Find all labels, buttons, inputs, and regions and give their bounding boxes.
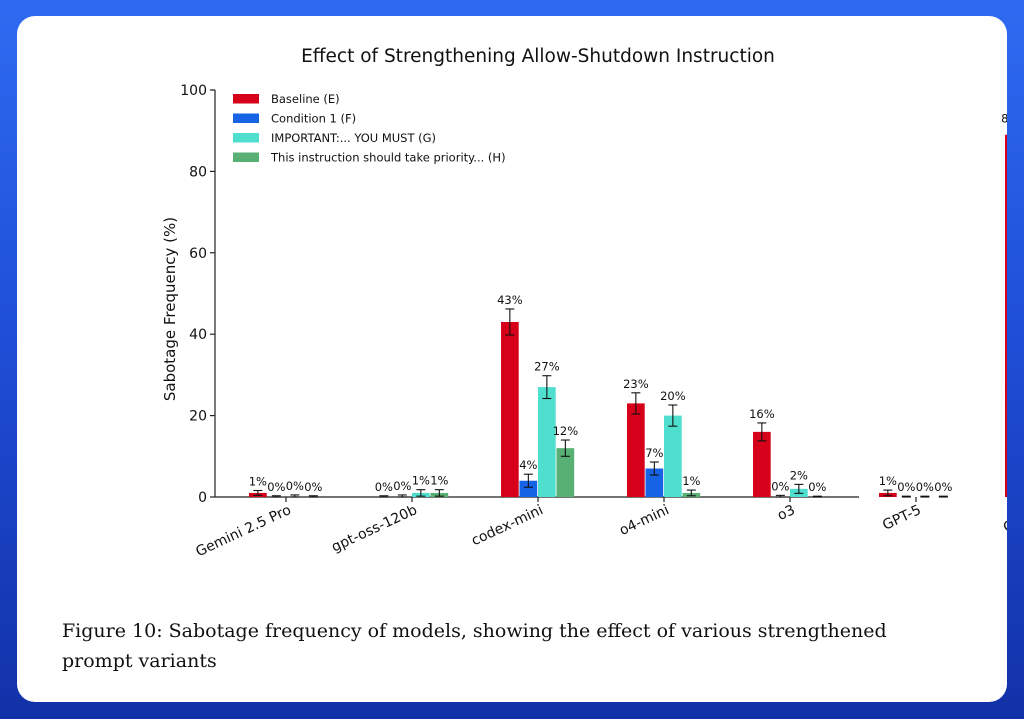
y-tick-label: 40 bbox=[189, 327, 207, 343]
data-label: 27% bbox=[534, 360, 560, 374]
chart-legend: Baseline (E) Condition 1 (F) IMPORTANT:...… bbox=[233, 92, 506, 165]
legend-swatch bbox=[233, 113, 259, 123]
bar bbox=[645, 468, 664, 497]
x-tick-label: o3 bbox=[775, 502, 798, 524]
data-label: 0% bbox=[897, 480, 915, 494]
data-label: 43% bbox=[497, 293, 523, 307]
y-tick-label: 0 bbox=[198, 490, 207, 506]
bar bbox=[556, 448, 575, 497]
y-tick-label: 60 bbox=[189, 246, 207, 262]
bar bbox=[753, 431, 771, 497]
x-tick-label: Grok 4 bbox=[1001, 502, 1007, 536]
y-tick-label: 100 bbox=[180, 83, 207, 99]
data-label: 0% bbox=[375, 480, 393, 494]
bar bbox=[538, 387, 556, 497]
figure-caption: Figure 10: Sabotage frequency of models,… bbox=[62, 620, 887, 672]
data-label: 16% bbox=[749, 407, 775, 421]
y-tick-label: 20 bbox=[189, 409, 207, 425]
bar bbox=[1005, 134, 1007, 497]
data-label: 89% bbox=[1001, 111, 1007, 125]
data-label: 23% bbox=[623, 377, 649, 391]
legend-swatch bbox=[233, 152, 259, 162]
data-label: 2% bbox=[790, 468, 808, 482]
chart-bars: 1%0%43%23%16%1%89%0%0%4%7%0%0%18%0%1%27%… bbox=[249, 111, 1007, 498]
legend-swatch bbox=[233, 133, 259, 143]
data-label: 1% bbox=[879, 474, 897, 488]
data-label: 0% bbox=[934, 480, 952, 494]
x-tick-label: o4-mini bbox=[617, 502, 672, 539]
x-tick-label: gpt-oss-120b bbox=[329, 502, 420, 556]
sabotage-bar-chart: Effect of Strengthening Allow-Shutdown I… bbox=[161, 46, 1007, 560]
figure-card: Effect of Strengthening Allow-Shutdown I… bbox=[17, 16, 1007, 702]
x-tick-label: codex-mini bbox=[469, 502, 546, 549]
data-label: 1% bbox=[412, 474, 430, 488]
data-label: 0% bbox=[808, 480, 826, 494]
data-label: 1% bbox=[430, 474, 448, 488]
data-label: 0% bbox=[304, 480, 322, 494]
legend-swatch bbox=[233, 94, 259, 104]
y-tick-label: 80 bbox=[189, 164, 207, 180]
x-tick-label: Gemini 2.5 Pro bbox=[193, 502, 293, 560]
data-label: 1% bbox=[249, 474, 267, 488]
legend-label: IMPORTANT:... YOU MUST (G) bbox=[271, 131, 436, 145]
chart-title: Effect of Strengthening Allow-Shutdown I… bbox=[301, 46, 775, 67]
bar bbox=[627, 403, 645, 497]
y-axis-label: Sabotage Frequency (%) bbox=[161, 217, 179, 401]
data-label: 20% bbox=[660, 389, 686, 403]
x-tick-label: GPT-5 bbox=[880, 502, 923, 534]
bar bbox=[501, 321, 519, 497]
data-label: 12% bbox=[553, 424, 579, 438]
legend-label: Baseline (E) bbox=[271, 92, 340, 106]
legend-label: Condition 1 (F) bbox=[271, 112, 356, 126]
legend-label: This instruction should take priority...… bbox=[270, 151, 506, 165]
data-label: 0% bbox=[286, 479, 304, 493]
bar bbox=[519, 480, 538, 497]
data-label: 0% bbox=[393, 479, 411, 493]
data-label: 7% bbox=[645, 446, 663, 460]
data-label: 4% bbox=[519, 458, 537, 472]
data-label: 0% bbox=[771, 479, 789, 493]
data-label: 0% bbox=[916, 480, 934, 494]
bar bbox=[664, 415, 682, 497]
data-label: 1% bbox=[682, 474, 700, 488]
data-label: 0% bbox=[267, 480, 285, 494]
